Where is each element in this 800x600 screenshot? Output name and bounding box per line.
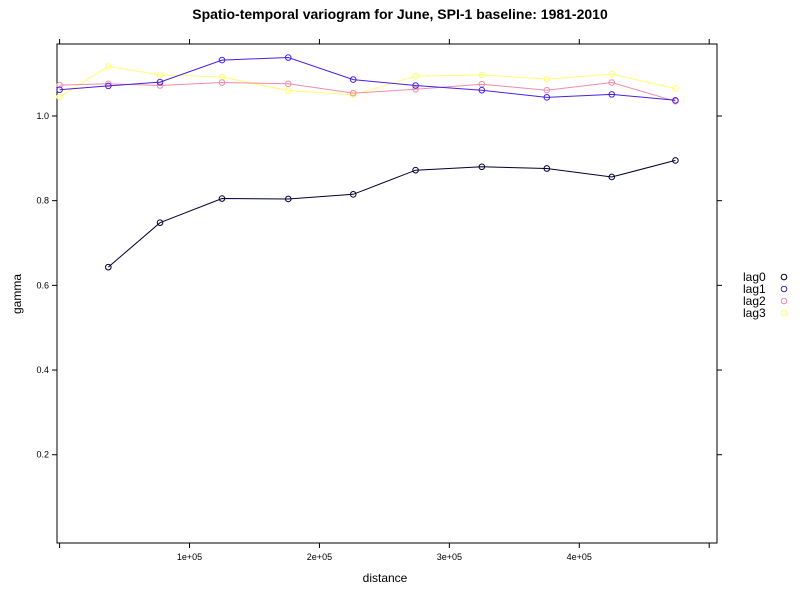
- data-point-lag3: [412, 72, 419, 80]
- data-point-lag1: [672, 97, 679, 104]
- data-point-lag1: [478, 86, 486, 94]
- data-point-lag0: [284, 195, 292, 203]
- y-tick-label: 1.0: [36, 111, 49, 121]
- data-point-lag1: [543, 94, 551, 101]
- x-axis-label: distance: [363, 571, 408, 585]
- data-point-lag0: [218, 195, 226, 202]
- data-point-lag2: [105, 80, 112, 88]
- series-line-lag1: [59, 56, 676, 101]
- data-point-lag0: [478, 163, 486, 171]
- series-lag1: [56, 54, 679, 104]
- data-point-lag2: [284, 80, 292, 88]
- data-point-lag1: [156, 78, 164, 86]
- y-tick-label: 0.4: [36, 365, 49, 375]
- data-point-lag1: [105, 82, 112, 90]
- data-point-lag0: [672, 157, 679, 164]
- series-lag2: [56, 79, 679, 105]
- data-point-lag3: [672, 85, 679, 92]
- series-layer: [56, 54, 679, 271]
- data-point-lag3: [543, 75, 551, 83]
- series-line-lag2: [59, 81, 676, 102]
- legend-marker-lag1: [780, 285, 788, 293]
- data-point-lag3: [105, 63, 112, 70]
- legend-marker-lag2: [780, 297, 788, 305]
- data-point-lag0: [412, 166, 419, 174]
- series-line-lag3: [59, 65, 676, 98]
- data-point-lag0: [349, 191, 357, 198]
- legend-label-lag1: lag1: [743, 282, 766, 296]
- y-tick-label: 0.2: [36, 450, 49, 460]
- data-point-lag1: [412, 82, 419, 89]
- legend-marker-lag3: [780, 309, 788, 317]
- legend-label-lag2: lag2: [743, 294, 766, 308]
- data-point-lag3: [608, 70, 616, 78]
- series-lag3: [56, 63, 679, 101]
- data-point-lag1: [608, 91, 616, 98]
- x-tick-label: 1e+05: [177, 552, 202, 562]
- legend-label-lag0: lag0: [743, 270, 766, 284]
- data-point-lag1: [284, 54, 292, 61]
- x-tick-label: 4e+05: [567, 552, 592, 562]
- series-lag0: [105, 157, 679, 271]
- data-point-lag2: [412, 86, 419, 93]
- y-axis: 0.2 0.4 0.6 0.8 1.0: [36, 111, 722, 460]
- y-axis-label: gamma: [10, 274, 24, 314]
- data-point-lag0: [543, 165, 551, 172]
- data-point-lag2: [218, 79, 226, 86]
- data-point-lag2: [349, 89, 357, 97]
- data-point-lag1: [349, 76, 357, 83]
- x-axis: 1e+05 2e+05 3e+05 4e+05: [59, 39, 710, 562]
- plot-frame: [56, 43, 718, 544]
- data-point-lag3: [156, 71, 164, 79]
- data-point-lag2: [56, 81, 63, 89]
- chart-title: Spatio-temporal variogram for June, SPI-…: [192, 6, 608, 22]
- data-point-lag2: [608, 79, 616, 86]
- data-point-lag3: [478, 71, 486, 79]
- legend-marker-lag0: [780, 273, 788, 281]
- legend-label-lag3: lag3: [743, 306, 766, 320]
- y-tick-label: 0.8: [36, 196, 49, 206]
- data-point-lag1: [218, 56, 226, 64]
- x-tick-label: 2e+05: [307, 552, 332, 562]
- data-point-lag3: [284, 87, 292, 94]
- data-point-lag2: [156, 82, 164, 89]
- data-point-lag0: [105, 263, 112, 271]
- series-line-lag0: [107, 159, 676, 268]
- x-tick-label: 3e+05: [437, 552, 462, 562]
- data-point-lag1: [56, 86, 63, 94]
- data-point-lag0: [156, 219, 164, 226]
- y-tick-label: 0.6: [36, 280, 49, 290]
- data-point-lag3: [56, 93, 63, 101]
- data-point-lag0: [608, 173, 616, 181]
- data-point-lag2: [543, 86, 551, 94]
